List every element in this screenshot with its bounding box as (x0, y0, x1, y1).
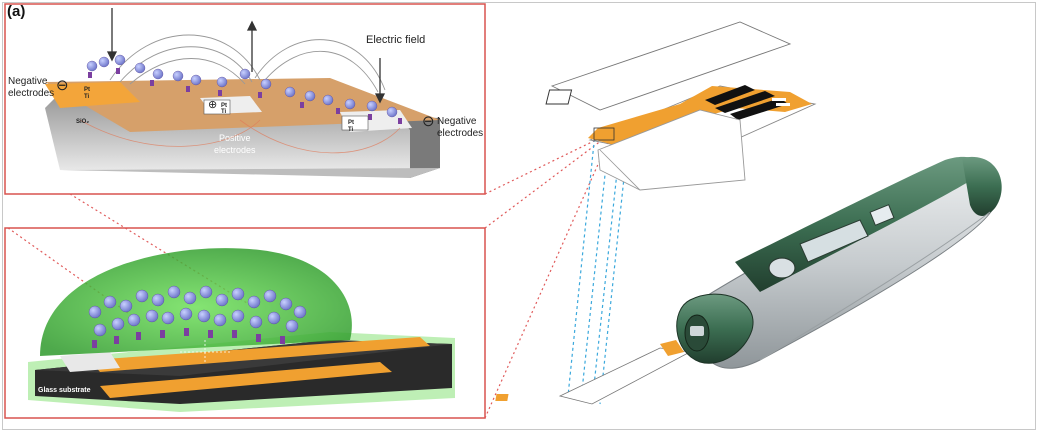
negative-electrodes-right-label: Negative electrodes (437, 116, 484, 139)
minus-symbol-left: ⊖ (56, 77, 69, 94)
ti-label-center: Ti (221, 109, 227, 115)
glass-substrate-label: Glass substrate (38, 387, 91, 394)
electric-field-label: Electric field (366, 34, 426, 46)
panel-label: (a) (7, 3, 26, 20)
negative-electrodes-left-label: Negative electrodes (8, 76, 55, 99)
minus-symbol-right: ⊖ (422, 113, 435, 130)
ti-label-right: Ti (348, 127, 354, 133)
gel-electrode-illustration (28, 248, 455, 412)
blue-connector-lines (567, 125, 629, 405)
pt-label-center: Pt (221, 103, 227, 109)
sio2-label: SiO₂ (76, 119, 90, 125)
top-inset-box (4, 3, 486, 195)
electrode-cross-section (45, 8, 440, 178)
ti-label-left: Ti (84, 94, 90, 100)
plus-symbol: ⊕ (208, 99, 218, 111)
bottom-inset-box (4, 227, 486, 419)
inserted-strip (495, 340, 692, 405)
pt-label-right: Pt (348, 120, 354, 126)
pt-label-left: Pt (84, 87, 90, 93)
test-strip-exploded (545, 21, 817, 191)
positive-electrodes-label: Positive electrodes (214, 133, 256, 155)
handheld-reader-device (676, 156, 1002, 369)
